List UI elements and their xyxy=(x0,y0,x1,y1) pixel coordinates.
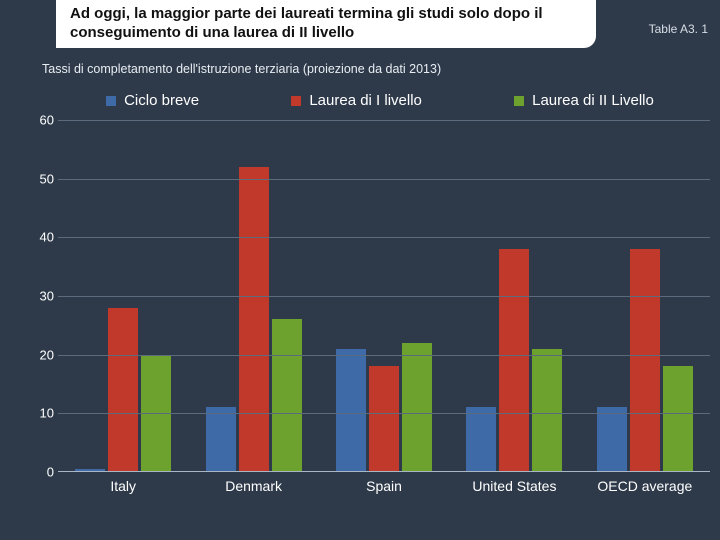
x-label: United States xyxy=(449,472,579,500)
slide-title: Ad oggi, la maggior parte dei laureati t… xyxy=(70,5,584,43)
gridline xyxy=(58,120,710,121)
chart-legend: Ciclo breve Laurea di I livello Laurea di … xyxy=(60,92,700,109)
x-label: Spain xyxy=(319,472,449,500)
legend-label: Ciclo breve xyxy=(124,92,199,109)
gridline xyxy=(58,296,710,297)
bar xyxy=(272,319,302,472)
bar xyxy=(630,249,660,472)
title-container: Ad oggi, la maggior parte dei laureati t… xyxy=(56,0,596,48)
y-tick-label: 40 xyxy=(30,230,54,245)
x-label: OECD average xyxy=(580,472,710,500)
legend-item: Ciclo breve xyxy=(106,92,199,109)
legend-label: Laurea di II Livello xyxy=(532,92,654,109)
bar xyxy=(369,366,399,472)
legend-item: Laurea di I livello xyxy=(291,92,422,109)
bar xyxy=(597,407,627,472)
bar xyxy=(206,407,236,472)
x-label: Denmark xyxy=(188,472,318,500)
header-bar: Ad oggi, la maggior parte dei laureati t… xyxy=(0,0,720,54)
legend-swatch xyxy=(106,96,116,106)
gridline xyxy=(58,179,710,180)
slide-subtitle: Tassi di completamento dell'istruzione t… xyxy=(42,62,441,76)
table-reference: Table A3. 1 xyxy=(649,22,708,36)
y-tick-label: 20 xyxy=(30,347,54,362)
legend-swatch xyxy=(514,96,524,106)
x-label: Italy xyxy=(58,472,188,500)
legend-item: Laurea di II Livello xyxy=(514,92,654,109)
gridline xyxy=(58,413,710,414)
y-tick-label: 60 xyxy=(30,113,54,128)
bar xyxy=(532,349,562,472)
legend-swatch xyxy=(291,96,301,106)
y-tick-label: 10 xyxy=(30,406,54,421)
bar xyxy=(402,343,432,472)
plot-area: 0102030405060 xyxy=(58,120,710,472)
x-labels: ItalyDenmarkSpainUnited StatesOECD avera… xyxy=(58,472,710,500)
y-tick-label: 50 xyxy=(30,171,54,186)
bar xyxy=(663,366,693,472)
bar xyxy=(336,349,366,472)
bar xyxy=(499,249,529,472)
gridline xyxy=(58,237,710,238)
bar xyxy=(239,167,269,472)
y-tick-label: 0 xyxy=(30,465,54,480)
bar xyxy=(466,407,496,472)
y-tick-label: 30 xyxy=(30,289,54,304)
legend-label: Laurea di I livello xyxy=(309,92,422,109)
bar xyxy=(108,308,138,472)
gridline xyxy=(58,355,710,356)
bar-chart: 0102030405060 ItalyDenmarkSpainUnited St… xyxy=(30,120,710,500)
